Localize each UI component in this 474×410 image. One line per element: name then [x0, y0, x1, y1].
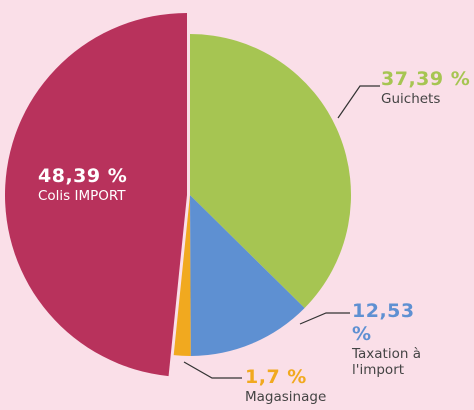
pie-slice	[190, 34, 352, 309]
slice-label: 37,39 % Guichets	[381, 68, 471, 107]
category-label: Taxation à l'import	[352, 345, 421, 378]
category-label: Colis IMPORT	[38, 187, 126, 204]
slice-label: 48,39 % Colis IMPORT	[38, 165, 168, 204]
pie-slice	[5, 13, 188, 377]
pie-slice	[173, 195, 191, 356]
value-label: 12,53 %	[352, 300, 415, 345]
pie-slice	[190, 195, 305, 356]
leader-line	[183, 361, 242, 379]
category-label: Magasinage	[245, 388, 327, 405]
value-label: 37,39 %	[381, 68, 471, 90]
slice-label: 12,53 % Taxation à l'import	[352, 300, 432, 378]
value-label: 48,39 %	[38, 165, 128, 187]
slice-label: 1,7 % Magasinage	[245, 366, 335, 405]
leader-line	[299, 312, 350, 325]
category-label: Guichets	[381, 90, 441, 107]
value-label: 1,7 %	[245, 366, 307, 388]
leader-line	[337, 85, 380, 119]
